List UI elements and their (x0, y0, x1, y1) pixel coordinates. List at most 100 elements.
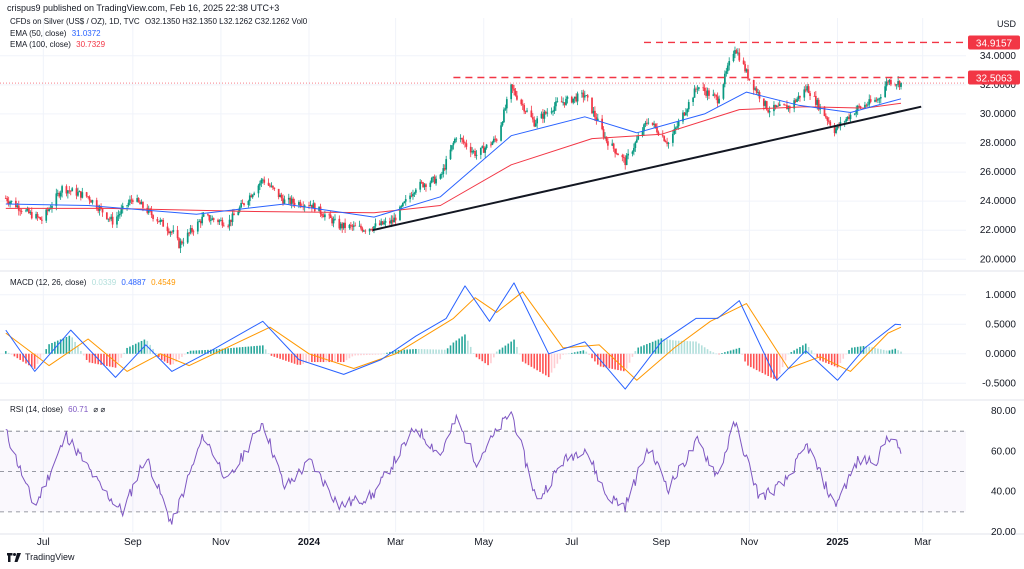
macd-histogram-bar (224, 348, 227, 354)
candle-body (644, 122, 647, 125)
macd-histogram-bar (256, 345, 258, 354)
candle-body (90, 200, 92, 203)
candle-body (664, 141, 667, 143)
macd-histogram-bar (833, 353, 836, 367)
macd-histogram-bar (495, 351, 498, 354)
macd-histogram-bar (804, 343, 807, 354)
macd-histogram-bar (484, 353, 486, 364)
macd-histogram-bar (117, 353, 120, 363)
candle-body (459, 138, 462, 139)
candle-body (19, 210, 22, 212)
macd-histogram-bar (412, 349, 414, 354)
candle-body (799, 95, 801, 98)
candle-body (823, 106, 826, 116)
candle-body (344, 222, 346, 228)
rsi-extra: ⌀ ⌀ (93, 405, 106, 414)
candle-body (36, 214, 39, 218)
candle-body (328, 214, 331, 216)
candle-body (280, 194, 283, 199)
candle-body (159, 219, 162, 223)
published-by-header: crispus9 published on TradingView.com, F… (7, 3, 280, 13)
candle-body (627, 153, 629, 156)
candle-body (653, 123, 655, 125)
macd-histogram-bar (545, 353, 547, 376)
candle-body (69, 190, 72, 192)
candle-body (160, 219, 163, 221)
candle-body (550, 111, 553, 113)
candle-body (809, 93, 811, 96)
candle-body (582, 92, 585, 98)
candle-body (715, 95, 718, 97)
candle-body (875, 99, 878, 101)
candle-body (370, 228, 372, 230)
candle-body (181, 241, 183, 244)
candle-body (117, 215, 120, 217)
macd-histogram-bar (510, 341, 512, 354)
macd-histogram-bar (285, 353, 287, 361)
candle-body (858, 105, 861, 107)
candle-body (583, 95, 586, 98)
macd-histogram-bar (103, 353, 105, 366)
candle-body (754, 88, 757, 90)
macd-histogram-bar (594, 353, 596, 362)
candle-body (677, 121, 680, 127)
candle-body (745, 69, 748, 72)
candle-body (423, 184, 426, 188)
candle-body (380, 221, 383, 225)
candle-body (352, 225, 355, 227)
candle-body (615, 153, 618, 155)
currency-label: USD (997, 19, 1017, 29)
macd-histogram-bar (588, 353, 590, 355)
candle-body (121, 205, 124, 210)
macd-histogram-bar (498, 349, 501, 354)
candle-body (351, 225, 354, 227)
candle-body (293, 202, 296, 205)
macd-histogram-bar (851, 347, 853, 354)
candle-body (108, 218, 111, 220)
macd-histogram-bar (452, 342, 455, 354)
macd-histogram-bar (651, 341, 654, 354)
macd-histogram-bar (550, 353, 553, 373)
candle-body (595, 117, 598, 121)
candle-body (283, 199, 286, 204)
macd-histogram-bar (732, 349, 735, 354)
macd-histogram-bar (16, 353, 19, 359)
candle-body (617, 153, 619, 156)
candle-body (572, 98, 575, 103)
ema50-legend: EMA (50, close) 31.0372 (10, 29, 101, 38)
candle-body (708, 90, 710, 96)
macd-histogram-bar (28, 353, 30, 366)
candle-body (199, 221, 202, 224)
candle-body (469, 146, 472, 153)
candle-body (553, 106, 556, 112)
candle-body (706, 90, 709, 96)
candle-body (602, 129, 605, 137)
macd-label: MACD (12, 26, close) (10, 278, 87, 287)
macd-histogram-bar (287, 353, 290, 362)
x-tick-label: Nov (741, 537, 759, 548)
candle-body (455, 138, 458, 140)
macd-histogram-bar (524, 353, 527, 364)
candle-body (430, 177, 433, 183)
macd-histogram-bar (504, 345, 507, 354)
candle-body (562, 102, 565, 104)
candle-body (807, 86, 810, 94)
x-tick-label: 2024 (298, 537, 321, 548)
candle-body (621, 155, 624, 158)
candle-body (140, 202, 143, 205)
price-tag-label: 34.9157 (976, 38, 1013, 49)
candle-body (585, 95, 588, 97)
candle-body (88, 196, 91, 201)
macd-histogram-bar (155, 352, 157, 354)
macd-histogram-bar (380, 353, 383, 355)
x-tick-label: Sep (652, 537, 670, 548)
macd-histogram-bar (695, 341, 697, 354)
macd-histogram-bar (273, 353, 276, 357)
macd-histogram-bar (45, 349, 48, 354)
rsi-tick-label: 80.00 (991, 406, 1016, 417)
macd-histogram-bar (839, 353, 842, 364)
candle-body (806, 86, 809, 91)
candle-body (531, 117, 534, 120)
macd-histogram-bar (666, 339, 668, 354)
candle-body (888, 80, 891, 83)
